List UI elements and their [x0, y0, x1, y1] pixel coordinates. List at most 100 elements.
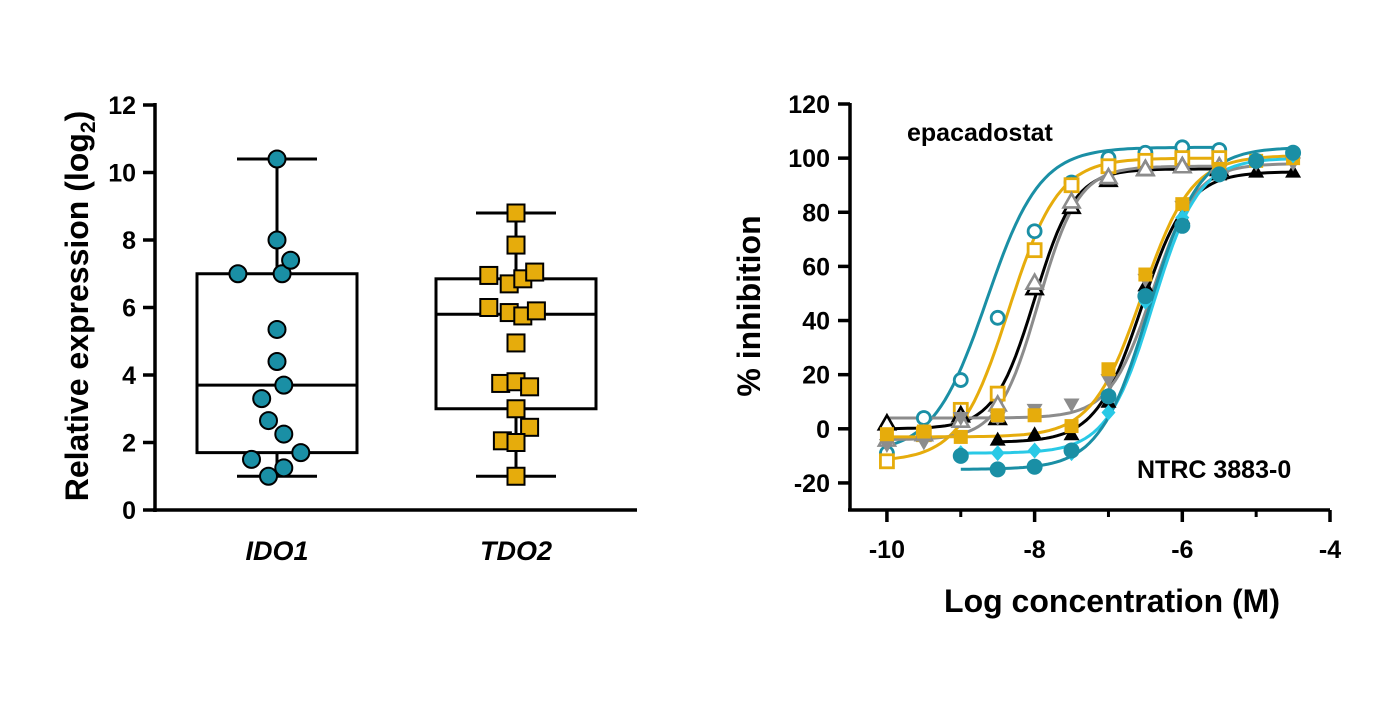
- fit-curve: [886, 162, 1294, 420]
- data-point: [989, 431, 1006, 446]
- left-y-tick-label: 0: [122, 497, 136, 525]
- data-point: [990, 445, 1005, 462]
- data-point: [1101, 404, 1116, 421]
- points-ntrc-3883-0-6: [879, 151, 1301, 444]
- data-point: [1063, 177, 1080, 194]
- data-point: [506, 203, 526, 223]
- data-point: [267, 319, 287, 339]
- points-ntrc-3883-0-8: [952, 144, 1302, 478]
- category-label-ido1: IDO1: [245, 536, 308, 566]
- data-point: [1027, 408, 1042, 423]
- curve-ntrc-3883-0-8: [960, 146, 1294, 471]
- curve-epacadostat-3: [886, 164, 1220, 441]
- data-point: [1248, 152, 1265, 169]
- left-panel: 0 2 4 6 8 10 12 Relative expression (log2) IDO…: [59, 92, 637, 566]
- data-point: [520, 417, 540, 437]
- data-point: [252, 389, 272, 409]
- data-point: [1026, 223, 1043, 240]
- data-point: [1285, 144, 1302, 161]
- data-point: [916, 424, 931, 439]
- dose-response-marks: [876, 139, 1302, 478]
- right-y-tick-label: 40: [802, 308, 830, 336]
- data-point: [1101, 362, 1116, 377]
- right-y-tick-label: 60: [802, 253, 830, 281]
- data-point: [272, 264, 292, 284]
- data-point: [1174, 217, 1191, 234]
- data-point: [1024, 272, 1045, 290]
- left-y-ticks: 0 2 4 6 8 10 12: [108, 92, 155, 525]
- data-point: [1175, 197, 1190, 212]
- fit-curve: [886, 167, 1220, 431]
- fit-curve: [960, 146, 1294, 471]
- points-ntrc-3883-0-7: [953, 147, 1301, 462]
- data-point: [915, 436, 932, 451]
- right-x-tick-label: -4: [1319, 536, 1341, 564]
- data-point: [506, 433, 526, 452]
- box-ido1: [195, 149, 359, 486]
- fit-curve: [960, 157, 1294, 455]
- data-point: [479, 298, 499, 317]
- data-point: [1026, 458, 1043, 475]
- right-x-tick-label: -6: [1171, 536, 1193, 564]
- right-y-tick-label: -20: [794, 470, 830, 498]
- data-point: [1026, 426, 1043, 441]
- data-point: [506, 466, 526, 486]
- data-point: [878, 439, 895, 454]
- data-point: [1063, 442, 1080, 459]
- data-point: [915, 410, 932, 426]
- right-y-tick-label: 80: [802, 199, 830, 227]
- data-point: [291, 443, 311, 463]
- data-point: [259, 466, 278, 486]
- fit-curve: [886, 145, 1220, 448]
- curve-ntrc-3883-0-5: [886, 162, 1294, 420]
- data-point: [1027, 442, 1042, 459]
- data-point: [990, 408, 1005, 423]
- data-point: [267, 149, 287, 169]
- data-point: [267, 230, 287, 250]
- annotation-epacadostat: epacadostat: [907, 119, 1054, 147]
- data-point: [1026, 242, 1043, 259]
- data-point: [525, 262, 545, 282]
- category-label-tdo2: TDO2: [480, 536, 552, 566]
- data-point: [526, 301, 546, 321]
- data-point: [1100, 388, 1117, 405]
- data-point: [274, 375, 294, 395]
- data-point: [506, 399, 526, 419]
- right-y-axis-title: % inhibition: [731, 215, 767, 396]
- data-point: [1064, 419, 1079, 434]
- data-point: [879, 453, 895, 470]
- annotation-ntrc-3883-0: NTRC 3883-0: [1137, 456, 1291, 484]
- data-point: [952, 447, 969, 464]
- data-point: [506, 333, 526, 353]
- data-point: [274, 424, 294, 444]
- data-point: [506, 235, 526, 255]
- data-point: [1211, 166, 1228, 183]
- box-tdo2: [434, 203, 598, 486]
- data-point: [274, 458, 294, 478]
- right-x-tick-label: -8: [1023, 536, 1045, 564]
- right-y-tick-label: 100: [788, 145, 830, 173]
- right-y-tick-label: 120: [788, 91, 830, 119]
- data-point: [228, 264, 248, 284]
- data-point: [989, 309, 1006, 326]
- points-ntrc-3883-0-5: [878, 157, 1302, 454]
- curve-epacadostat-0: [886, 145, 1220, 448]
- right-panel: -20 0 20 40 60 80 100 120 -10 -8 -6 -4 % inhibitio…: [731, 91, 1341, 619]
- right-x-tick-label: -10: [869, 536, 905, 564]
- curve-ntrc-3883-0-7: [960, 157, 1294, 455]
- box-plot-marks: [195, 149, 598, 486]
- data-point: [1172, 155, 1193, 174]
- left-y-tick-label: 2: [122, 430, 136, 458]
- right-y-ticks: -20 0 20 40 60 80 100 120: [788, 91, 850, 498]
- right-x-axis-title: Log concentration (M): [944, 583, 1280, 619]
- data-point: [1100, 374, 1117, 389]
- right-y-tick-label: 0: [816, 416, 830, 444]
- fit-curve: [886, 156, 1220, 461]
- right-y-tick-label: 20: [802, 362, 830, 390]
- points-epacadostat-0: [879, 139, 1228, 462]
- curve-epacadostat-2: [886, 167, 1220, 431]
- data-point: [989, 461, 1006, 478]
- left-y-axis-title: Relative expression (log2): [59, 111, 100, 501]
- data-point: [259, 411, 278, 431]
